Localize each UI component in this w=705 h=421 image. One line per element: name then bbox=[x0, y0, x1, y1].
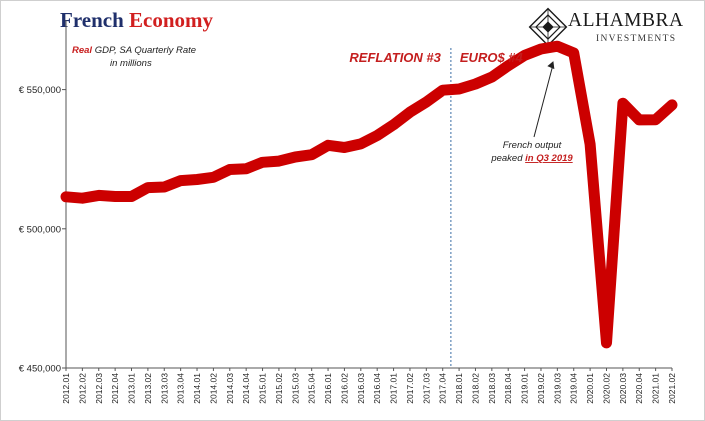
subtitle-line-2: in millions bbox=[110, 58, 152, 69]
note-highlight: in Q3 2019 bbox=[525, 153, 573, 164]
x-tick-label: 2015.02 bbox=[274, 373, 284, 404]
x-tick-label: 2014.02 bbox=[208, 373, 218, 404]
x-tick-label: 2017.04 bbox=[438, 373, 448, 404]
x-tick-label: 2020.04 bbox=[634, 373, 644, 404]
note-line-2: peaked in Q3 2019 bbox=[490, 153, 573, 164]
logo-name: ALHAMBRA bbox=[568, 10, 684, 31]
x-tick-label: 2012.01 bbox=[61, 373, 71, 404]
x-tick-label: 2015.01 bbox=[258, 373, 268, 404]
note-prefix: peaked bbox=[490, 153, 525, 164]
x-tick-label: 2016.02 bbox=[339, 373, 349, 404]
x-tick-label: 2013.03 bbox=[159, 373, 169, 404]
x-tick-label: 2016.03 bbox=[356, 373, 366, 404]
title-part-2: Economy bbox=[129, 8, 214, 32]
annotations: REFLATION #3 EURO$ #4 French output peak… bbox=[349, 50, 573, 164]
x-tick-label: 2017.03 bbox=[421, 373, 431, 404]
x-tick-label: 2012.04 bbox=[110, 373, 120, 404]
x-tick-label: 2013.01 bbox=[127, 373, 137, 404]
x-tick-label: 2013.04 bbox=[176, 373, 186, 404]
subtitle-rest: GDP, SA Quarterly Rate bbox=[94, 45, 197, 56]
arrow-head-icon bbox=[547, 61, 555, 70]
chart-subtitle: Real GDP, SA Quarterly Rate in millions bbox=[72, 44, 196, 70]
x-tick-label: 2021.01 bbox=[651, 373, 661, 404]
x-tick-label: 2019.04 bbox=[569, 373, 579, 404]
y-tick-label: € 450,000 bbox=[19, 364, 61, 375]
x-tick-label: 2018.04 bbox=[503, 373, 513, 404]
x-tick-label: 2019.01 bbox=[520, 373, 530, 404]
title-part-1: French bbox=[60, 8, 124, 32]
gdp-series-line bbox=[60, 40, 678, 349]
x-tick-label: 2018.01 bbox=[454, 373, 464, 404]
series-group bbox=[60, 40, 678, 349]
x-tick-label: 2018.02 bbox=[470, 373, 480, 404]
x-tick-label: 2016.04 bbox=[372, 373, 382, 404]
euro-label: EURO$ #4 bbox=[460, 50, 524, 65]
y-tick-label: € 500,000 bbox=[19, 224, 61, 235]
x-tick-label: 2017.02 bbox=[405, 373, 415, 404]
note-line-1: French output bbox=[503, 140, 562, 151]
chart-title: French Economy bbox=[60, 8, 213, 33]
reflation-label: REFLATION #3 bbox=[349, 50, 441, 65]
x-tick-label: 2014.03 bbox=[225, 373, 235, 404]
x-tick-label: 2019.02 bbox=[536, 373, 546, 404]
x-tick-label: 2012.03 bbox=[94, 373, 104, 404]
x-tick-label: 2018.03 bbox=[487, 373, 497, 404]
x-tick-labels: 2012.01 2012.02 2012.03 2012.04 2013.01 2013.… bbox=[61, 373, 677, 404]
axes bbox=[62, 20, 673, 371]
y-tick-label: € 550,000 bbox=[19, 85, 61, 96]
x-tick-label: 2013.02 bbox=[143, 373, 153, 404]
x-tick-label: 2012.02 bbox=[77, 373, 87, 404]
x-tick-label: 2014.04 bbox=[241, 373, 251, 404]
x-tick-label: 2016.01 bbox=[323, 373, 333, 404]
subtitle-real: Real bbox=[72, 45, 93, 56]
logo-subtitle: INVESTMENTS bbox=[596, 34, 677, 44]
y-tick-labels: € 450,000 € 500,000 € 550,000 bbox=[19, 85, 61, 374]
alhambra-logo-icon bbox=[528, 7, 568, 47]
x-tick-label: 2017.01 bbox=[389, 373, 399, 404]
x-tick-label: 2020.01 bbox=[585, 373, 595, 404]
x-tick-label: 2019.03 bbox=[552, 373, 562, 404]
x-tick-label: 2020.02 bbox=[601, 373, 611, 404]
x-tick-label: 2015.03 bbox=[290, 373, 300, 404]
x-tick-label: 2021.02 bbox=[667, 373, 677, 404]
arrow-shaft bbox=[533, 67, 553, 138]
x-tick-label: 2015.04 bbox=[307, 373, 317, 404]
x-tick-label: 2020.03 bbox=[618, 373, 628, 404]
x-tick-label: 2014.01 bbox=[192, 373, 202, 404]
